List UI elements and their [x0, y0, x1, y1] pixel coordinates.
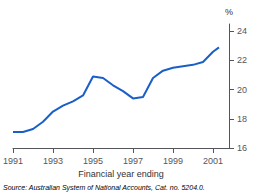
svg-text:2001: 2001 — [203, 156, 223, 166]
svg-text:24: 24 — [237, 26, 247, 36]
svg-text:1997: 1997 — [123, 156, 143, 166]
svg-text:16: 16 — [237, 143, 247, 153]
svg-text:Financial year ending: Financial year ending — [78, 169, 164, 179]
svg-text:Source: Australian System of N: Source: Australian System of National Ac… — [3, 184, 205, 192]
svg-text:1995: 1995 — [83, 156, 103, 166]
svg-text:20: 20 — [237, 85, 247, 95]
svg-text:1991: 1991 — [3, 156, 23, 166]
svg-text:22: 22 — [237, 55, 247, 65]
svg-text:1999: 1999 — [163, 156, 183, 166]
svg-text:1993: 1993 — [43, 156, 63, 166]
svg-text:%: % — [225, 7, 233, 17]
svg-text:18: 18 — [237, 114, 247, 124]
